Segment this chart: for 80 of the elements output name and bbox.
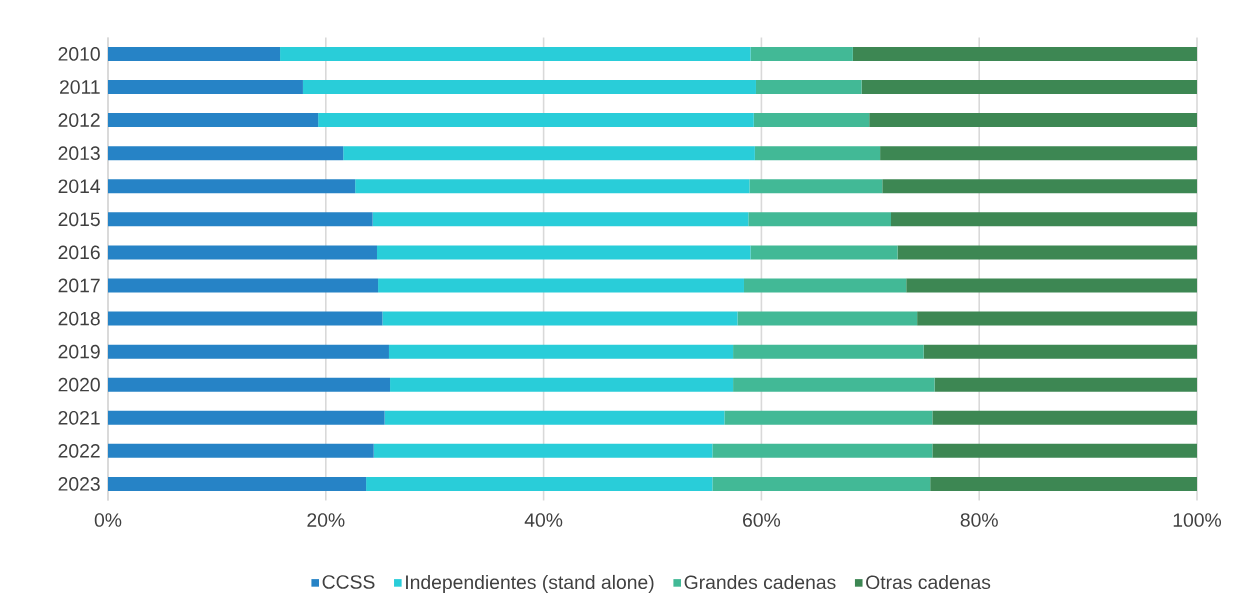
bar <box>712 476 931 491</box>
bar <box>373 443 713 458</box>
bar <box>108 113 319 128</box>
bar <box>376 245 751 260</box>
y-tick-label: 2012 <box>58 113 100 127</box>
bar <box>754 146 881 161</box>
y-tick-label: 2013 <box>58 146 100 161</box>
bar <box>108 410 385 425</box>
bar <box>733 377 935 392</box>
bar <box>108 212 373 227</box>
y-tick-label: 2015 <box>58 212 100 227</box>
legend-label: Otras cadenas <box>866 574 991 590</box>
bar <box>750 46 853 61</box>
bar <box>869 113 1198 128</box>
bar <box>749 179 883 194</box>
x-tick-label: 100% <box>1173 513 1222 527</box>
bar <box>753 113 870 128</box>
bar <box>108 311 383 326</box>
bar <box>923 344 1198 359</box>
y-tick-label: 2014 <box>58 179 101 194</box>
x-tick-label: 60% <box>743 513 781 527</box>
y-tick-label: 2018 <box>58 311 100 326</box>
bar <box>882 179 1198 194</box>
bar <box>733 344 924 359</box>
y-tick-label: 2021 <box>58 410 100 425</box>
bar <box>891 212 1198 227</box>
y-tick-label: 2010 <box>58 47 100 61</box>
bar <box>108 46 281 61</box>
bar <box>737 311 918 326</box>
bar <box>108 245 377 260</box>
bar <box>743 278 907 293</box>
bar <box>355 179 750 194</box>
legend-label: CCSS <box>322 575 375 589</box>
bar <box>755 80 862 95</box>
y-tick-label: 2016 <box>58 245 100 260</box>
bar <box>934 377 1198 392</box>
bar <box>108 179 356 194</box>
bar <box>280 46 751 61</box>
x-tick-label: 0% <box>94 513 122 527</box>
bar <box>750 245 898 260</box>
y-tick-label: 2011 <box>60 80 100 94</box>
bar <box>880 146 1198 161</box>
bar <box>382 311 738 326</box>
bar <box>932 443 1198 458</box>
bar <box>390 377 734 392</box>
bar <box>724 410 933 425</box>
legend-label: Independientes (stand alone) <box>406 574 654 593</box>
bar <box>906 278 1198 293</box>
y-tick-label: 2022 <box>58 444 100 458</box>
x-tick-label: 20% <box>307 513 345 527</box>
bar <box>302 80 756 95</box>
legend-label: Grandes cadenas <box>684 574 836 590</box>
bar <box>861 80 1198 95</box>
bar <box>388 344 734 359</box>
x-tick-label: 40% <box>524 513 563 527</box>
bar <box>108 80 303 95</box>
bar <box>712 443 933 458</box>
bar <box>108 443 374 458</box>
y-tick-label: 2023 <box>58 477 100 491</box>
bar <box>318 113 754 128</box>
y-tick-label: 2019 <box>58 344 100 359</box>
y-tick-label: 2020 <box>58 377 100 392</box>
y-tick-label: 2017 <box>58 278 100 293</box>
bar <box>378 278 744 293</box>
bar <box>852 46 1198 61</box>
bar <box>932 410 1198 425</box>
bar <box>108 146 344 161</box>
bar <box>748 212 891 227</box>
bar <box>372 212 749 227</box>
bar <box>917 311 1198 326</box>
bar <box>343 146 755 161</box>
bar <box>108 476 367 491</box>
bar <box>108 377 391 392</box>
bar <box>108 278 379 293</box>
bar <box>897 245 1198 260</box>
bar <box>384 410 725 425</box>
bar <box>108 344 389 359</box>
x-tick-label: 80% <box>960 513 998 527</box>
bar <box>930 476 1198 491</box>
bar <box>366 476 713 491</box>
